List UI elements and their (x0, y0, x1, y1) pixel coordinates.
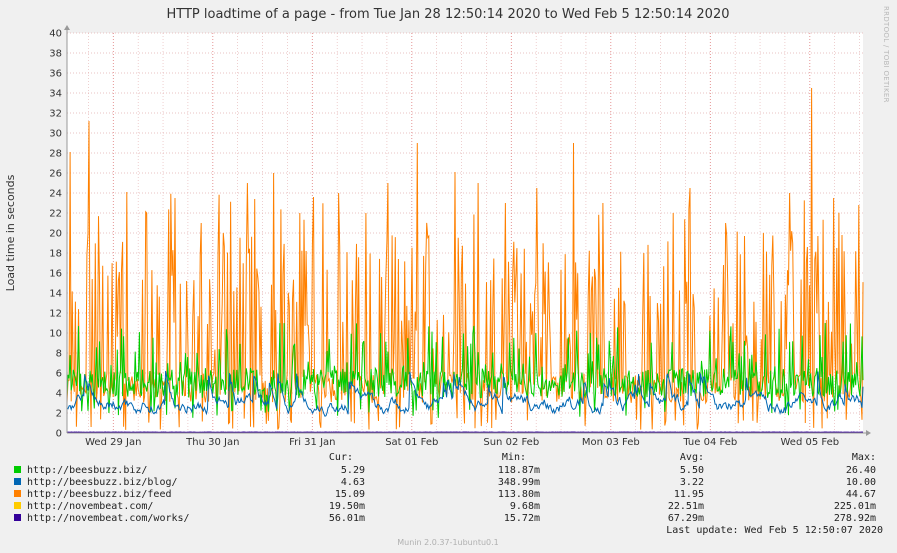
y-tick-label: 18 (49, 249, 62, 260)
series-line-blog (66, 370, 864, 417)
chart-title: HTTP loadtime of a page - from Tue Jan 2… (167, 7, 730, 22)
y-tick-label: 14 (49, 289, 62, 300)
y-tick-label: 22 (49, 209, 62, 220)
legend-swatch (14, 478, 21, 485)
x-tick-label: Fri 31 Jan (289, 437, 335, 448)
legend-swatch (14, 514, 21, 521)
legend-header-cur: Cur: (329, 452, 353, 463)
x-tick-label: Wed 29 Jan (85, 437, 141, 448)
x-tick-label: Sun 02 Feb (483, 437, 539, 448)
rrdtool-credit: RRDTOOL / TOBI OETIKER (882, 6, 890, 103)
legend-cur-value: 19.50m (329, 501, 365, 512)
legend-min-value: 9.68m (510, 501, 540, 512)
x-tick-label: Wed 05 Feb (780, 437, 839, 448)
x-tick-label: Mon 03 Feb (582, 437, 640, 448)
y-tick-label: 10 (49, 329, 62, 340)
x-tick-label: Thu 30 Jan (185, 437, 239, 448)
legend: Cur: Min: Avg: Max: http://beesbuzz.biz/… (14, 452, 876, 524)
y-tick-label: 36 (49, 69, 62, 80)
legend-rows: http://beesbuzz.biz/5.29 118.87m 5.50 26.40… (14, 465, 876, 524)
legend-swatch (14, 466, 21, 473)
y-tick-label: 26 (49, 169, 62, 180)
y-tick-label: 0 (56, 429, 62, 440)
legend-min-value: 118.87m (498, 465, 540, 476)
legend-min-value: 348.99m (498, 477, 540, 488)
x-tick-label: Sat 01 Feb (385, 437, 438, 448)
legend-avg-value: 22.51m (668, 501, 704, 512)
legend-max-value: 278.92m (834, 513, 876, 524)
y-tick-label: 8 (56, 349, 62, 360)
legend-min-value: 15.72m (504, 513, 540, 524)
legend-header-avg: Avg: (680, 452, 704, 463)
legend-header-max: Max: (852, 452, 876, 463)
legend-avg-value: 5.50 (680, 465, 704, 476)
series-line-beesbuzz (66, 322, 864, 418)
y-tick-label: 38 (49, 49, 62, 60)
munin-version: Munin 2.0.37-1ubuntu0.1 (397, 538, 499, 547)
y-axis-arrow (64, 25, 70, 30)
legend-max-value: 10.00 (846, 477, 876, 488)
legend-max-value: 44.67 (846, 489, 876, 500)
y-tick-label: 2 (56, 409, 62, 420)
y-axis-label: Load time in seconds (4, 174, 17, 291)
last-update: Last update: Wed Feb 5 12:50:07 2020 (666, 525, 883, 536)
series-line-feed (66, 87, 864, 430)
x-tick-label: Tue 04 Feb (682, 437, 737, 448)
y-tick-label: 30 (49, 129, 62, 140)
legend-series-name: http://beesbuzz.biz/ (27, 465, 147, 476)
y-tick-label: 4 (56, 389, 62, 400)
plot-area: 0246810121416182022242628303234363840Wed… (49, 25, 871, 448)
axes: 0246810121416182022242628303234363840Wed… (49, 25, 871, 448)
legend-swatch (14, 490, 21, 497)
legend-avg-value: 11.95 (674, 489, 704, 500)
legend-series-name: http://novembeat.com/works/ (27, 513, 190, 524)
legend-series-name: http://beesbuzz.biz/blog/ (27, 477, 178, 488)
legend-series-name: http://beesbuzz.biz/feed (27, 489, 172, 500)
legend-max-value: 225.01m (834, 501, 876, 512)
legend-cur-value: 5.29 (341, 465, 365, 476)
legend-avg-value: 67.29m (668, 513, 704, 524)
y-tick-label: 12 (49, 309, 62, 320)
y-tick-label: 6 (56, 369, 62, 380)
legend-avg-value: 3.22 (680, 477, 704, 488)
y-tick-label: 40 (49, 29, 62, 40)
legend-series-name: http://novembeat.com/ (27, 501, 153, 512)
legend-cur-value: 56.01m (329, 513, 365, 524)
y-tick-label: 16 (49, 269, 62, 280)
legend-cur-value: 4.63 (341, 477, 365, 488)
x-axis-arrow (866, 430, 871, 436)
y-tick-label: 34 (49, 89, 62, 100)
legend-header-min: Min: (502, 452, 526, 463)
legend-min-value: 113.80m (498, 489, 540, 500)
y-tick-label: 28 (49, 149, 62, 160)
legend-cur-value: 15.09 (335, 489, 365, 500)
y-tick-label: 20 (49, 229, 62, 240)
y-tick-label: 24 (49, 189, 62, 200)
legend-swatch (14, 502, 21, 509)
y-tick-label: 32 (49, 109, 62, 120)
legend-max-value: 26.40 (846, 465, 876, 476)
